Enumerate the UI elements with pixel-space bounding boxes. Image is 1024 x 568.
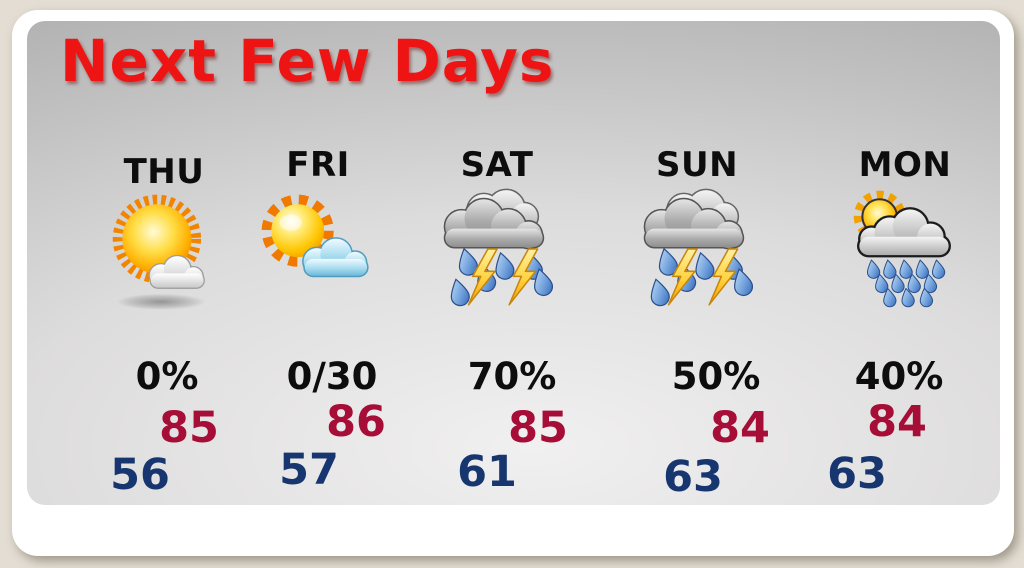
precip-chance: 70% [467,355,557,398]
high-temp: 86 [326,397,386,447]
forecast-panel: Next Few Days THU 0% 85 56 FRI [27,21,1000,505]
day-label: MON [858,145,952,185]
forecast-column-sun: SUN [607,21,787,505]
high-temp: 84 [867,397,927,447]
day-label: THU [123,152,205,192]
page-title: Next Few Days [60,27,555,95]
forecast-column-fri: FRI 0/30 86 57 [228,21,408,505]
forecast-column-sat: SAT [407,21,587,505]
high-temp: 85 [159,403,219,453]
high-temp: 85 [508,403,568,453]
forecast-column-mon: MON [815,21,995,505]
sun-behind-rain-cloud-icon [838,184,973,316]
thunderstorm-icon [430,184,565,316]
precip-chance: 40% [854,355,944,398]
forecast-column-thu: THU 0% 85 56 [74,21,254,505]
high-temp: 84 [710,403,770,453]
low-temp: 57 [279,445,339,495]
day-label: FRI [286,145,350,185]
day-label: SUN [655,145,739,185]
low-temp: 56 [110,450,170,500]
day-label: SAT [460,145,534,185]
mostly-sunny-icon [97,184,232,316]
low-temp: 63 [663,452,723,502]
thunderstorm-icon [630,184,765,316]
slide: Next Few Days THU 0% 85 56 FRI [12,10,1014,556]
low-temp: 61 [457,447,517,497]
precip-chance: 0% [135,355,199,398]
precip-chance: 0/30 [286,355,378,398]
sun-and-cloud-icon [251,184,386,316]
low-temp: 63 [827,449,887,499]
precip-chance: 50% [671,355,761,398]
